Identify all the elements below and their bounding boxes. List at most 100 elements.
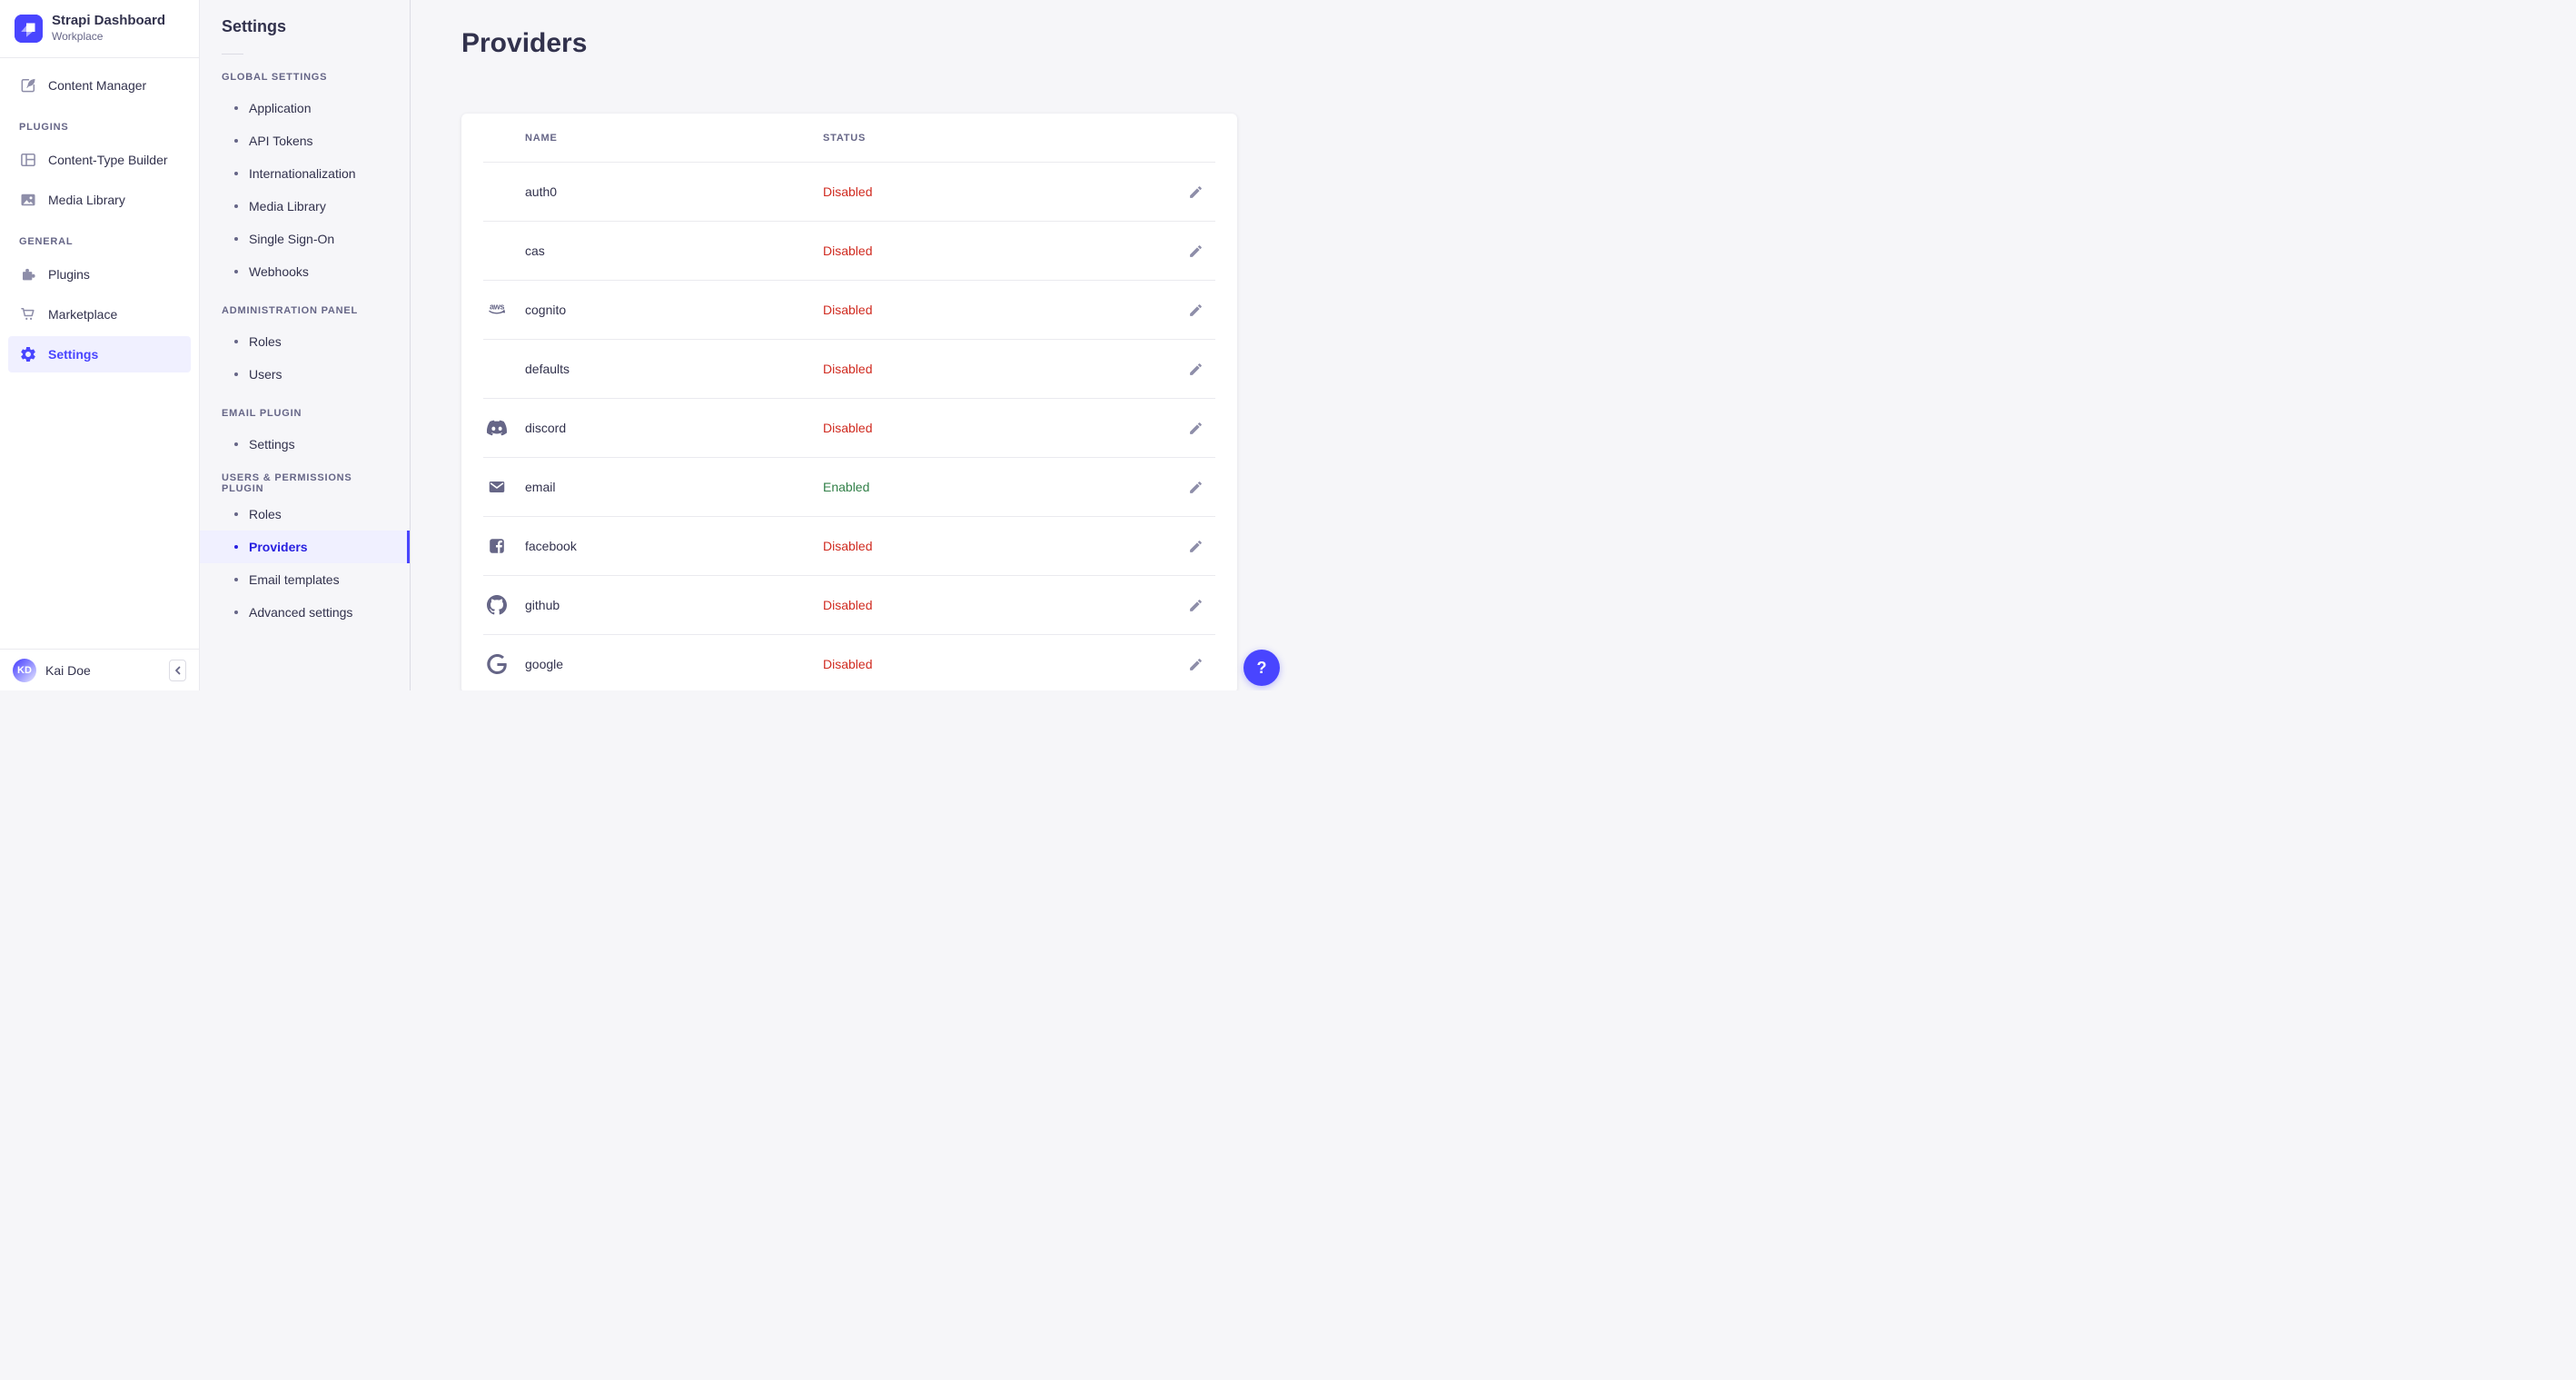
edit-email-button[interactable]: [1184, 476, 1207, 499]
marketplace-icon: [19, 305, 37, 323]
subnav-item-providers[interactable]: Providers: [200, 531, 410, 563]
table-row-facebook: facebook Disabled: [461, 517, 1237, 575]
providers-table: NAME STATUS auth0 Disabled cas Disabled aws c…: [461, 114, 1237, 690]
bullet-icon: [234, 512, 238, 516]
provider-status: Disabled: [823, 184, 873, 199]
sidebar-item-label: Settings: [48, 347, 99, 362]
row-divider: [483, 516, 1215, 517]
page-title: Providers: [461, 28, 588, 58]
sidebar-item-content-manager[interactable]: Content Manager: [8, 67, 191, 104]
bullet-icon: [234, 270, 238, 273]
settings-subnav: Settings GLOBAL SETTINGS Application API T…: [200, 0, 411, 690]
edit-auth0-button[interactable]: [1184, 181, 1207, 204]
pencil-icon: [1188, 243, 1204, 259]
edit-github-button[interactable]: [1184, 594, 1207, 617]
pencil-icon: [1188, 303, 1204, 318]
table-row-email: email Enabled: [461, 458, 1237, 516]
sidebar-item-label: Marketplace: [48, 307, 118, 323]
sidebar-item-content-type-builder[interactable]: Content-Type Builder: [8, 142, 191, 178]
provider-status: Enabled: [823, 480, 870, 494]
sidebar-item-label: Plugins: [48, 267, 90, 283]
sidebar-top-divider: [0, 57, 199, 59]
row-divider: [483, 575, 1215, 576]
sidebar-item-label: Media Library: [48, 193, 125, 208]
subnav-item-advanced-settings[interactable]: Advanced settings: [200, 596, 410, 629]
subnav-item-label: Single Sign-On: [249, 232, 335, 246]
table-row-cognito: aws cognito Disabled: [461, 281, 1237, 339]
settings-icon: [19, 345, 37, 363]
edit-discord-button[interactable]: [1184, 417, 1207, 440]
edit-defaults-button[interactable]: [1184, 358, 1207, 381]
subnav-sections: GLOBAL SETTINGS Application API Tokens Inte…: [200, 71, 410, 629]
row-divider: [483, 634, 1215, 635]
edit-cas-button[interactable]: [1184, 240, 1207, 263]
subnav-item-single-sign-on[interactable]: Single Sign-On: [200, 223, 410, 255]
bullet-icon: [234, 106, 238, 110]
edit-facebook-button[interactable]: [1184, 535, 1207, 558]
provider-email-icon: [483, 477, 510, 497]
sidebar-item-marketplace[interactable]: Marketplace: [8, 296, 191, 333]
subnav-title-divider: [222, 54, 243, 55]
main-content: Providers NAME STATUS auth0 Disabled cas Di…: [411, 0, 1288, 690]
row-divider: [483, 398, 1215, 399]
bullet-icon: [234, 139, 238, 143]
table-row-auth0: auth0 Disabled: [461, 163, 1237, 221]
sidebar-item-label: Content Manager: [48, 78, 147, 94]
subnav-item-internationalization[interactable]: Internationalization: [200, 157, 410, 190]
sidebar-item-settings[interactable]: Settings: [8, 336, 191, 373]
subnav-item-media-library[interactable]: Media Library: [200, 190, 410, 223]
subnav-item-roles[interactable]: Roles: [200, 498, 410, 531]
sidebar-section-general: GENERAL: [19, 236, 74, 248]
brand-subtitle: Workplace: [52, 29, 104, 43]
provider-status: Disabled: [823, 243, 873, 258]
bullet-icon: [234, 172, 238, 175]
provider-name: cognito: [525, 303, 567, 317]
sidebar-item-media-library[interactable]: Media Library: [8, 182, 191, 218]
column-header-status: STATUS: [823, 132, 867, 144]
bullet-icon: [234, 578, 238, 581]
plugins-icon: [19, 265, 37, 283]
avatar[interactable]: KD: [13, 658, 36, 682]
subnav-section-header: EMAIL PLUGIN: [222, 408, 302, 419]
bullet-icon: [234, 340, 238, 343]
subnav-item-label: Internationalization: [249, 166, 356, 181]
provider-status: Disabled: [823, 362, 873, 376]
provider-google-icon: [483, 654, 510, 674]
provider-status: Disabled: [823, 303, 873, 317]
pencil-icon: [1188, 480, 1204, 495]
workspace-switcher[interactable]: Strapi Dashboard Workplace: [0, 0, 199, 57]
table-row-defaults: defaults Disabled: [461, 340, 1237, 398]
row-divider: [483, 457, 1215, 458]
subnav-item-label: Webhooks: [249, 264, 309, 279]
subnav-item-roles[interactable]: Roles: [200, 325, 410, 358]
subnav-section-header: ADMINISTRATION PANEL: [222, 305, 359, 316]
sidebar-item-plugins[interactable]: Plugins: [8, 256, 191, 293]
edit-google-button[interactable]: [1184, 653, 1207, 676]
subnav-item-label: Roles: [249, 507, 282, 521]
collapse-sidebar-button[interactable]: [169, 659, 186, 681]
header-divider: [483, 162, 1215, 163]
subnav-item-settings[interactable]: Settings: [200, 428, 410, 461]
subnav-item-label: Application: [249, 101, 312, 115]
bullet-icon: [234, 545, 238, 549]
subnav-item-users[interactable]: Users: [200, 358, 410, 391]
subnav-item-email-templates[interactable]: Email templates: [200, 563, 410, 596]
subnav-item-api-tokens[interactable]: API Tokens: [200, 124, 410, 157]
provider-name: cas: [525, 243, 545, 258]
bullet-icon: [234, 611, 238, 614]
subnav-item-label: Roles: [249, 334, 282, 349]
pencil-icon: [1188, 184, 1204, 200]
pencil-icon: [1188, 539, 1204, 554]
table-body: auth0 Disabled cas Disabled aws cognito Disabl…: [461, 163, 1237, 690]
help-button[interactable]: ?: [1243, 650, 1280, 686]
subnav-section-administration-panel: ADMINISTRATION PANEL Roles Users: [200, 304, 410, 391]
table-row-cas: cas Disabled: [461, 222, 1237, 280]
subnav-item-application[interactable]: Application: [200, 92, 410, 124]
sidebar-footer: KD Kai Doe: [0, 649, 199, 690]
subnav-item-label: API Tokens: [249, 134, 313, 148]
provider-name: auth0: [525, 184, 558, 199]
bullet-icon: [234, 204, 238, 208]
edit-cognito-button[interactable]: [1184, 299, 1207, 322]
subnav-item-webhooks[interactable]: Webhooks: [200, 255, 410, 288]
pencil-icon: [1188, 598, 1204, 613]
